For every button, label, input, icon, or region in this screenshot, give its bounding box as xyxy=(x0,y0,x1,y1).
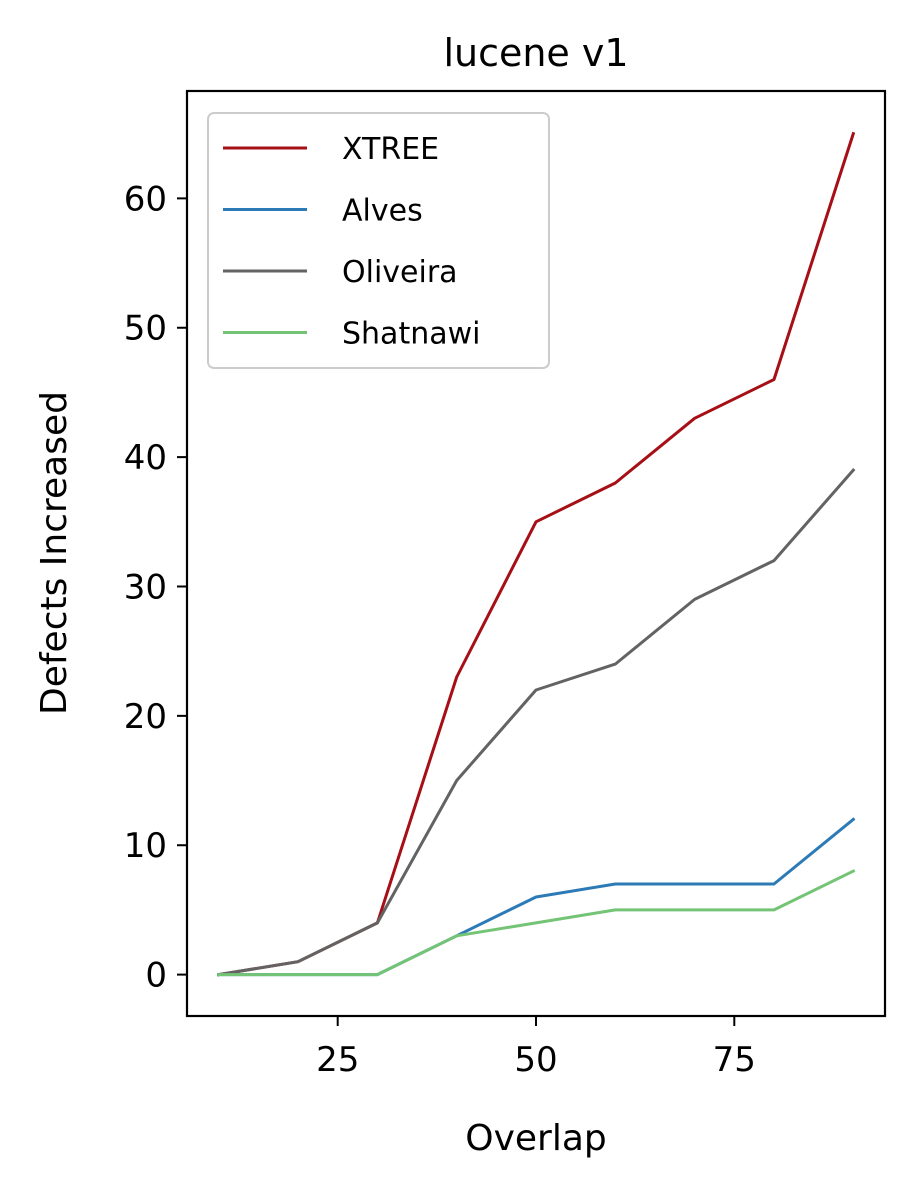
y-tick-label: 50 xyxy=(124,309,167,349)
x-axis-label: Overlap xyxy=(465,1118,607,1159)
y-tick-label: 10 xyxy=(124,826,167,866)
x-tick-label: 75 xyxy=(713,1040,756,1080)
legend-box xyxy=(207,112,550,369)
legend-label-shatnawi: Shatnawi xyxy=(342,317,480,352)
chart-title: lucene v1 xyxy=(443,31,628,75)
legend: XTREE Alves Oliveira Shatnawi xyxy=(207,112,550,369)
legend-label-alves: Alves xyxy=(342,194,423,229)
x-tick-label: 50 xyxy=(514,1040,557,1080)
series-line-shatnawi xyxy=(217,869,856,977)
y-tick-label: 30 xyxy=(124,567,167,607)
y-tick-label: 0 xyxy=(145,956,167,996)
legend-label-oliveira: Oliveira xyxy=(342,255,458,290)
legend-label-xtree: XTREE xyxy=(342,132,439,167)
y-axis-label: Defects Increased xyxy=(34,391,75,715)
series-line-alves xyxy=(217,817,856,977)
plot-lines xyxy=(216,131,856,977)
x-axis: 25 50 75 xyxy=(316,1016,756,1080)
y-tick-label: 60 xyxy=(124,179,167,219)
y-tick-label: 40 xyxy=(124,438,167,478)
x-tick-label: 25 xyxy=(316,1040,359,1080)
series-line-oliveira xyxy=(216,467,856,977)
y-axis: 0 10 20 30 40 50 60 xyxy=(124,179,187,996)
y-tick-label: 20 xyxy=(124,697,167,737)
